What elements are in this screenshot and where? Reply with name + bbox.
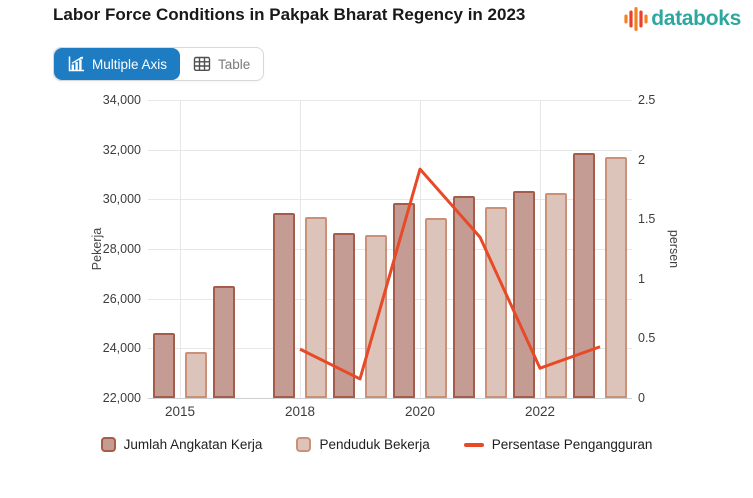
- y2-axis-tick-label: 1.5: [638, 212, 656, 227]
- legend-label: Persentase Pengangguran: [491, 437, 653, 452]
- x-axis-tick-label: 2018: [284, 404, 316, 419]
- gridline: [148, 199, 632, 201]
- bar-jumlah-angkatan-kerja-2020[interactable]: [393, 203, 415, 398]
- bar-penduduk-bekerja-2015[interactable]: [185, 352, 207, 398]
- y2-axis-tick-label: 2.5: [638, 93, 656, 107]
- gridline: [148, 149, 632, 151]
- legend-swatch-dark-bar: [100, 437, 116, 452]
- bar-jumlah-angkatan-kerja-2016[interactable]: [213, 286, 235, 398]
- legend: Jumlah Angkatan Kerja Penduduk Bekerja P…: [0, 437, 753, 452]
- gridline: [540, 100, 541, 398]
- legend-item-persentase-pengangguran[interactable]: Persentase Pengangguran: [463, 437, 653, 452]
- bar-jumlah-angkatan-kerja-2018[interactable]: [273, 212, 295, 398]
- legend-swatch-light-bar: [296, 437, 312, 452]
- x-axis-tick-label: 2020: [404, 404, 436, 419]
- gridline: [180, 100, 181, 398]
- y-axis-tick-label: 32,000: [102, 142, 141, 157]
- x-axis-tick-label: 2015: [164, 404, 196, 419]
- table-icon: [193, 56, 211, 72]
- gridline: [148, 249, 632, 250]
- legend-item-penduduk-bekerja[interactable]: Penduduk Bekerja: [296, 437, 430, 452]
- databoks-logo-icon: [624, 7, 648, 31]
- bar-penduduk-bekerja-2020[interactable]: [425, 217, 447, 398]
- gridline: [420, 100, 421, 398]
- y-axis-tick-label: 22,000: [102, 391, 141, 405]
- x-axis-line: [148, 398, 632, 399]
- gridline: [148, 100, 632, 101]
- bar-jumlah-angkatan-kerja-2015[interactable]: [153, 333, 175, 398]
- gridline: [300, 100, 301, 398]
- legend-item-jumlah-angkatan-kerja[interactable]: Jumlah Angkatan Kerja: [100, 437, 263, 452]
- bar-jumlah-angkatan-kerja-2019[interactable]: [333, 232, 355, 398]
- legend-swatch-line: [463, 442, 484, 447]
- y2-axis-tick-label: 1: [638, 271, 645, 286]
- y-axis-tick-label: 24,000: [102, 341, 141, 356]
- y-axis-tick-label: 34,000: [102, 93, 141, 107]
- bar-penduduk-bekerja-2019[interactable]: [365, 235, 387, 398]
- y2-axis-tick-label: 0: [638, 391, 645, 405]
- legend-label: Jumlah Angkatan Kerja: [123, 437, 263, 452]
- y-axis-tick-label: 30,000: [102, 192, 141, 207]
- y2-axis-tick-label: 0.5: [638, 331, 656, 346]
- databoks-logo[interactable]: databoks: [624, 6, 741, 32]
- gridline: [148, 348, 632, 350]
- multiple-axis-label: Multiple Axis: [92, 56, 168, 72]
- table-label: Table: [218, 56, 251, 72]
- view-toggle: Multiple Axis Table: [53, 47, 265, 81]
- x-axis-tick-label: 2022: [524, 404, 556, 419]
- y-axis-tick-label: 28,000: [102, 242, 141, 256]
- bar-jumlah-angkatan-kerja-2021[interactable]: [453, 195, 475, 398]
- table-button[interactable]: Table: [180, 48, 264, 80]
- multiple-axis-button[interactable]: Multiple Axis: [54, 48, 181, 80]
- gridline: [148, 298, 632, 300]
- y-axis-tick-label: 26,000: [102, 291, 141, 306]
- bar-jumlah-angkatan-kerja-2023[interactable]: [573, 153, 595, 398]
- databoks-wordmark: databoks: [651, 7, 741, 30]
- legend-label: Penduduk Bekerja: [319, 437, 430, 452]
- bar-penduduk-bekerja-2018[interactable]: [305, 216, 327, 398]
- bar-penduduk-bekerja-2023[interactable]: [605, 157, 627, 398]
- y2-axis-tick-label: 2: [638, 152, 645, 167]
- bar-penduduk-bekerja-2022[interactable]: [545, 193, 567, 398]
- multiple-axis-icon: [68, 56, 84, 72]
- bar-penduduk-bekerja-2021[interactable]: [485, 206, 507, 398]
- page-title: Labor Force Conditions in Pakpak Bharat …: [53, 5, 526, 24]
